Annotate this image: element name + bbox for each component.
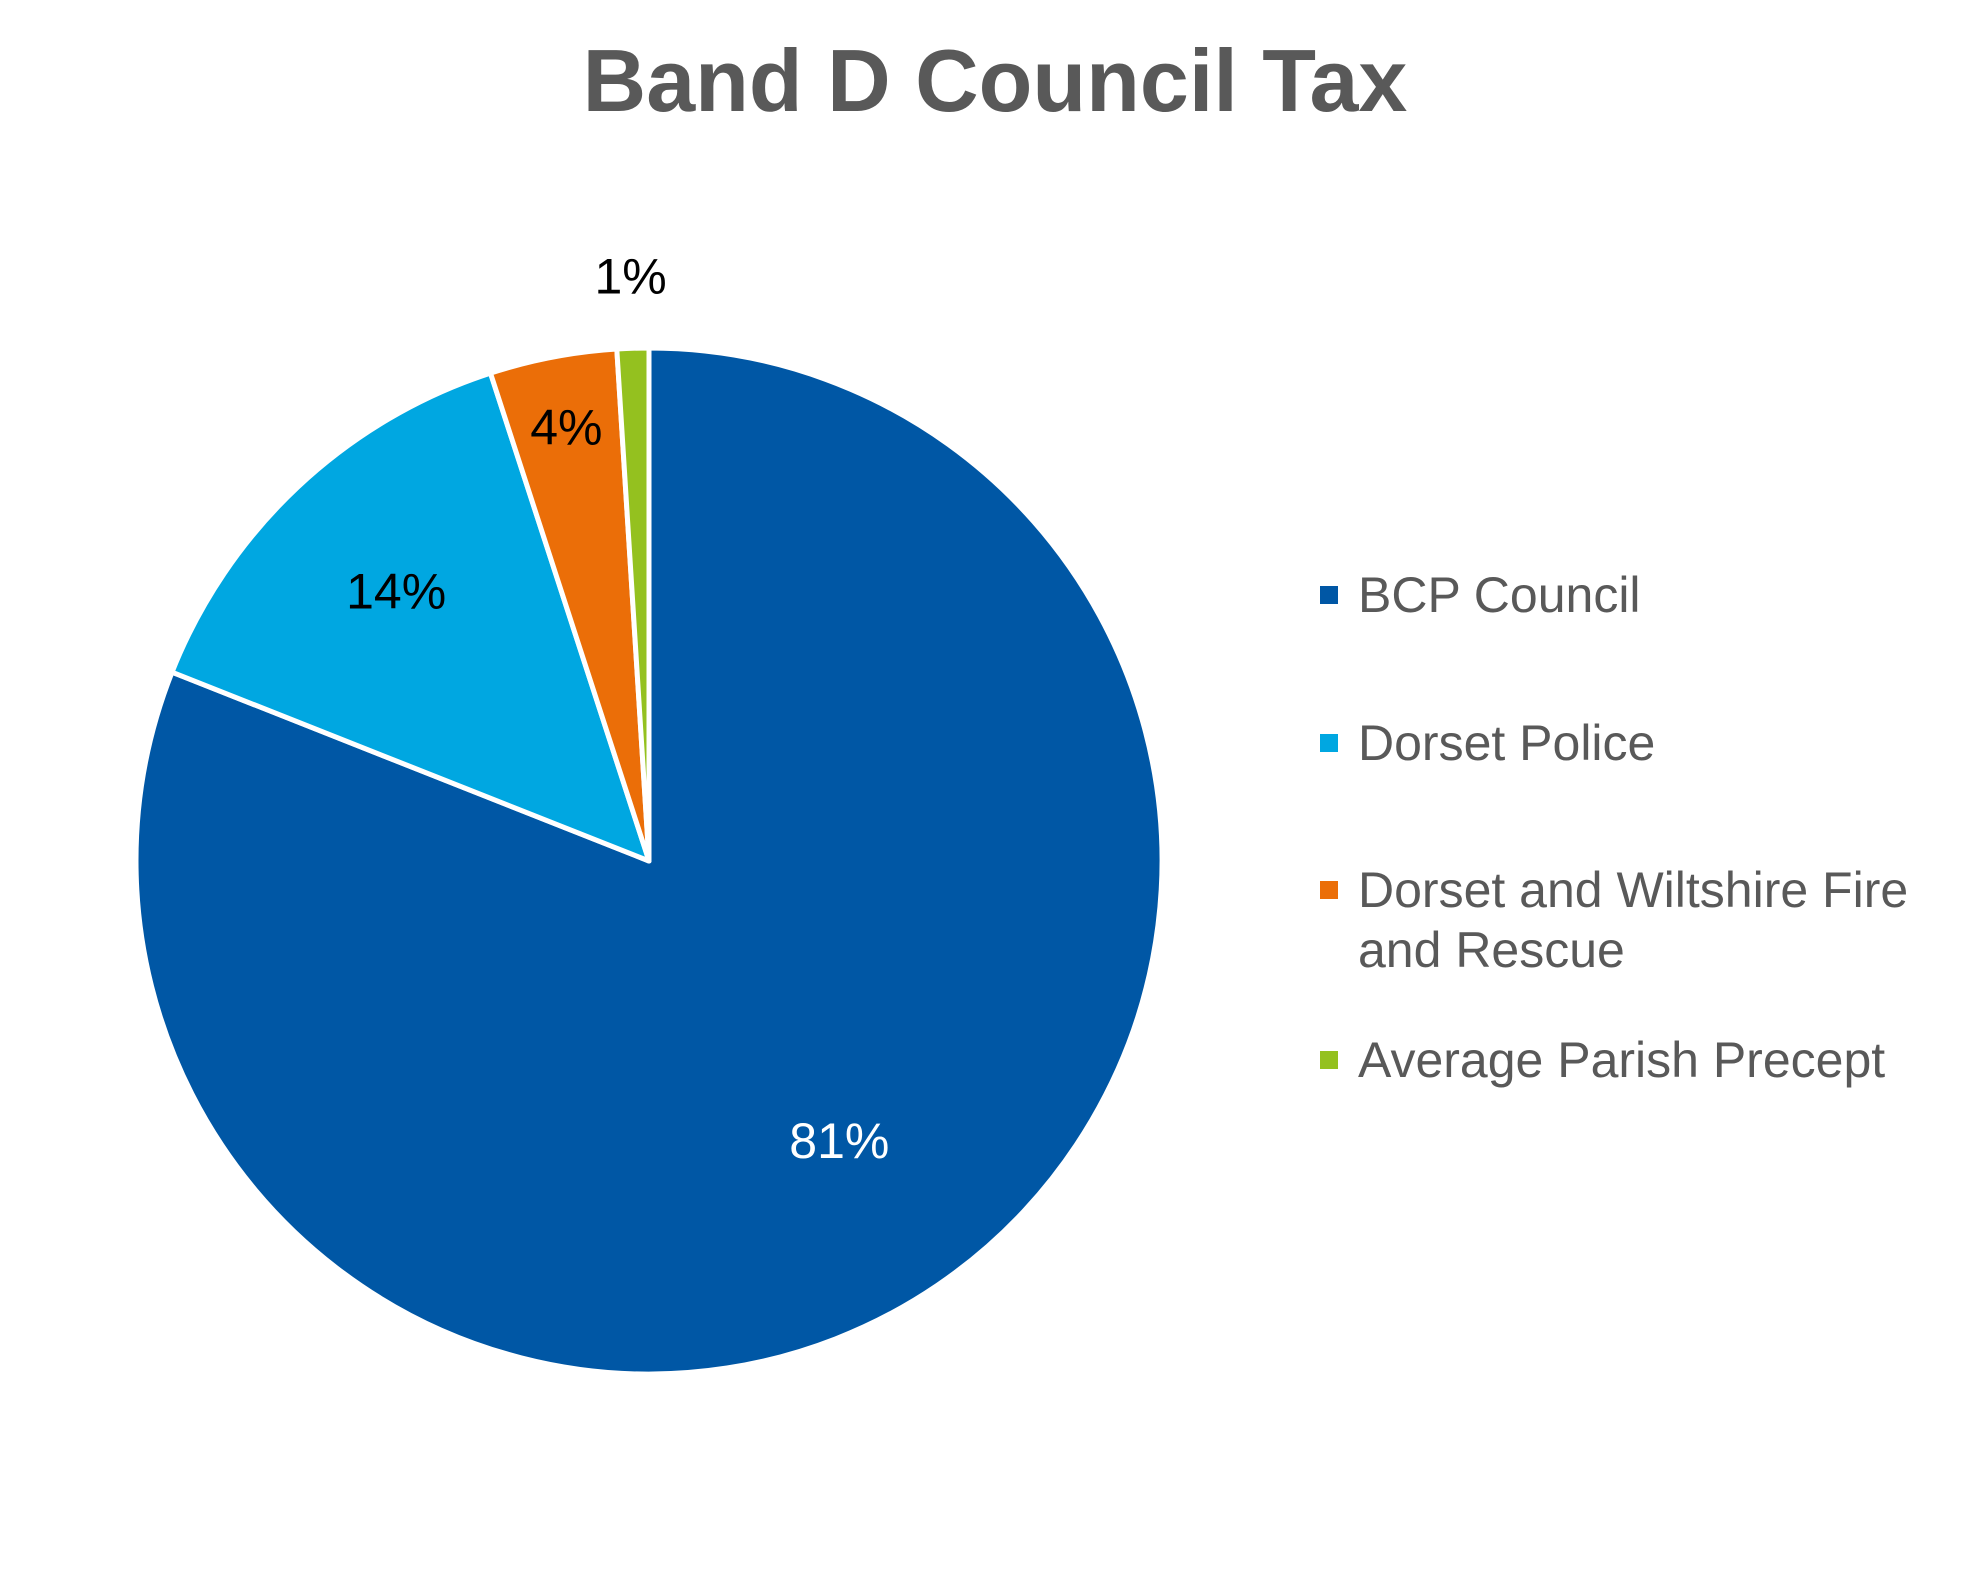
pie-slice-4 xyxy=(614,345,652,864)
legend-label-1: BCP Council xyxy=(1358,567,1641,623)
legend-swatch-3 xyxy=(1320,881,1338,899)
legend-label-2: Dorset Police xyxy=(1358,715,1656,771)
legend-label-4: Average Parish Precept xyxy=(1358,1032,1886,1088)
data-label-3: 4% xyxy=(530,400,602,456)
chart-title: Band D Council Tax xyxy=(582,31,1408,130)
pie-slices xyxy=(133,345,1165,1377)
pie-data-labels: 81% 14% 4% 1% xyxy=(346,248,889,1169)
legend-label-3: Dorset and Wiltshire Fire and Rescue xyxy=(1358,862,1909,978)
data-label-4: 1% xyxy=(594,248,666,304)
legend-swatch-1 xyxy=(1320,586,1338,604)
legend-swatch-2 xyxy=(1320,734,1338,752)
data-label-1: 81% xyxy=(789,1113,889,1169)
data-label-2: 14% xyxy=(346,564,446,620)
legend-swatch-4 xyxy=(1320,1051,1338,1069)
